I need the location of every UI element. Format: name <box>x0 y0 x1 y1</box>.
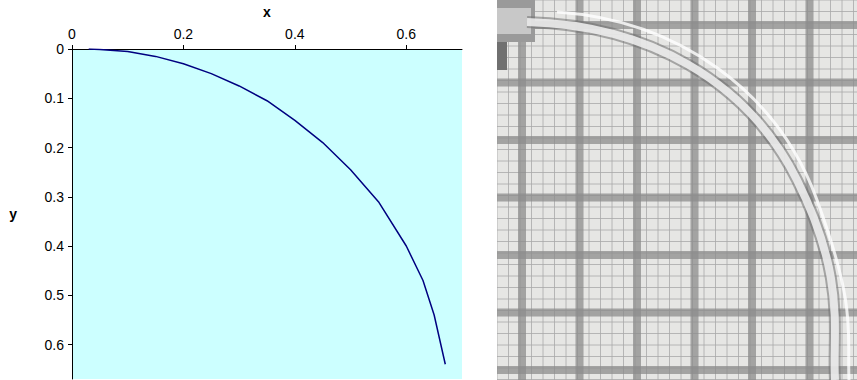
svg-text:0.1: 0.1 <box>45 90 65 106</box>
svg-text:0.6: 0.6 <box>397 26 417 42</box>
svg-text:0.3: 0.3 <box>45 189 65 205</box>
svg-text:0: 0 <box>68 26 76 42</box>
svg-text:0.2: 0.2 <box>45 140 65 156</box>
svg-text:0.4: 0.4 <box>285 26 305 42</box>
svg-text:x: x <box>263 4 271 20</box>
svg-text:0.2: 0.2 <box>174 26 194 42</box>
svg-text:0.6: 0.6 <box>45 337 65 353</box>
svg-text:0.4: 0.4 <box>45 238 65 254</box>
svg-text:0: 0 <box>56 41 64 57</box>
svg-text:y: y <box>9 206 17 222</box>
svg-text:0.5: 0.5 <box>45 287 65 303</box>
